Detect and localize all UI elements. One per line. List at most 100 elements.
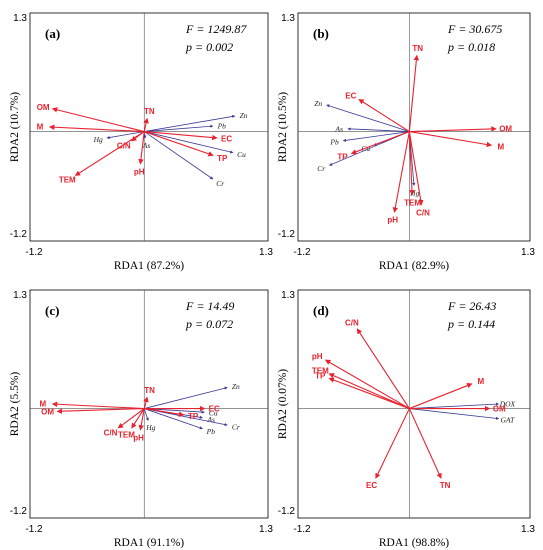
env-label-ec: EC: [209, 405, 220, 414]
env-arrow-tn: [408, 408, 442, 479]
species-label-cu: Cu: [237, 150, 246, 159]
plot-frame: [29, 12, 269, 242]
env-label-c-n: C/N: [416, 208, 430, 217]
species-arrow-cr: [144, 131, 214, 180]
env-arrow-ph: [392, 131, 410, 213]
p-value: p = 0.018: [447, 40, 495, 54]
panel-label: (d): [313, 303, 329, 318]
x-tick-label: -1.2: [25, 524, 43, 535]
env-arrow-ec: [144, 131, 218, 141]
rda-panel-b: -1.2 1.3 1.3 -1.2 RDA1 (82.9%) RDA2 (10.5%) (b…: [277, 12, 535, 272]
y-axis-label: RDA2 (10.7%): [9, 92, 21, 162]
env-label-c-n: C/N: [117, 141, 131, 150]
f-statistic: F = 1249.87: [185, 22, 247, 36]
p-value: p = 0.002: [185, 40, 233, 54]
species-arrow-pb: [342, 131, 410, 142]
env-label-tp: TP: [188, 412, 199, 421]
env-arrow-ec: [375, 408, 410, 479]
env-label-ph: pH: [387, 216, 398, 225]
species-label-pb: Pb: [206, 427, 216, 436]
x-tick-label: 1.3: [259, 247, 273, 258]
env-label-tn: TN: [144, 386, 155, 395]
env-arrow-ph: [138, 408, 145, 431]
species-label-pb: Pb: [329, 138, 339, 147]
y-tick-label: 1.3: [281, 290, 295, 301]
panel-label: (a): [45, 26, 60, 41]
y-tick-label: -1.2: [10, 229, 28, 240]
species-arrow-cu: [144, 131, 234, 154]
species-arrow-hg: [143, 408, 149, 422]
x-tick-label: -1.2: [293, 524, 311, 535]
species-label-cr: Cr: [216, 179, 224, 188]
env-label-m: M: [477, 377, 484, 386]
plot-frame: [297, 289, 531, 519]
y-tick-label: -1.2: [278, 229, 296, 240]
species-label-gat: GAT: [500, 415, 515, 424]
env-label-tp: TP: [315, 372, 326, 381]
env-arrow-tn: [143, 396, 149, 409]
species-label-hg: Hg: [409, 188, 419, 197]
species-label-zn: Zn: [240, 111, 248, 120]
x-axis-label: RDA1 (98.8%): [379, 537, 449, 549]
env-label-c-n: C/N: [345, 319, 359, 328]
env-label-m: M: [37, 123, 44, 132]
env-label-tem: TEM: [312, 367, 329, 376]
p-value: p = 0.072: [185, 317, 233, 331]
env-arrow-c-n: [408, 131, 424, 206]
species-arrow-zn: [326, 104, 410, 132]
env-arrow-m: [51, 401, 145, 410]
env-arrow-tp: [144, 408, 185, 417]
f-statistic: F = 14.49: [185, 299, 234, 313]
env-label-om: OM: [499, 125, 512, 134]
env-label-ec: EC: [221, 135, 232, 144]
env-arrow-tem: [328, 373, 410, 410]
x-axis-label: RDA1 (87.2%): [114, 260, 184, 272]
env-arrow-tem: [74, 131, 145, 176]
env-arrow-tp: [328, 377, 410, 410]
env-label-m: M: [498, 143, 505, 152]
env-arrow-tem: [131, 408, 145, 429]
env-label-om: OM: [41, 408, 54, 417]
species-arrow-pb: [144, 124, 214, 132]
y-tick-label: 1.3: [13, 13, 27, 24]
species-arrow-cu: [144, 408, 205, 414]
species-label-cu: Cu: [209, 409, 218, 418]
rda-panel-d: -1.2 1.3 1.3 -1.2 RDA1 (98.8%) RDA2 (0.07%) (d…: [277, 289, 535, 549]
env-label-om: OM: [493, 405, 506, 414]
env-arrow-m: [48, 124, 145, 133]
species-label-as: As: [206, 415, 215, 424]
env-arrow-om: [409, 126, 497, 133]
species-arrow-as: [347, 127, 410, 132]
y-tick-label: 1.3: [281, 13, 295, 24]
env-label-ph: pH: [312, 352, 323, 361]
env-label-tp: TP: [217, 154, 228, 163]
env-arrow-om: [51, 107, 145, 133]
species-label-hg: Hg: [93, 135, 103, 144]
p-value: p = 0.144: [447, 317, 495, 331]
species-label-as: As: [142, 141, 151, 150]
species-label-hg: Hg: [145, 423, 155, 432]
rda-panel-a: -1.2 1.3 1.3 -1.2 RDA1 (87.2%) RDA2 (10.7%) (a…: [9, 12, 273, 272]
f-statistic: F = 26.43: [447, 299, 496, 313]
env-arrow-ph: [138, 131, 145, 165]
x-tick-label: -1.2: [293, 247, 311, 258]
env-label-c-n: C/N: [104, 428, 118, 437]
env-label-ph: pH: [133, 433, 144, 442]
env-arrow-m: [409, 382, 473, 410]
x-tick-label: 1.3: [521, 247, 535, 258]
x-tick-label: 1.3: [259, 524, 273, 535]
species-label-zn: Zn: [314, 99, 322, 108]
species-arrow-pb: [144, 408, 203, 430]
env-arrow-ec: [358, 99, 410, 133]
species-label-as: As: [334, 125, 343, 134]
y-axis-label: RDA2 (10.5%): [277, 92, 289, 162]
env-arrow-tn: [143, 117, 149, 132]
rda-panel-c: -1.2 1.3 1.3 -1.2 RDA1 (91.1%) RDA2 (5.5%) (c)…: [9, 289, 273, 549]
f-statistic: F = 30.675: [447, 22, 502, 36]
x-tick-label: -1.2: [25, 247, 43, 258]
env-arrow-c-n: [356, 328, 410, 409]
env-label-tp: TP: [337, 152, 348, 161]
env-arrow-tp: [350, 131, 410, 155]
env-label-tn: TN: [440, 481, 451, 490]
